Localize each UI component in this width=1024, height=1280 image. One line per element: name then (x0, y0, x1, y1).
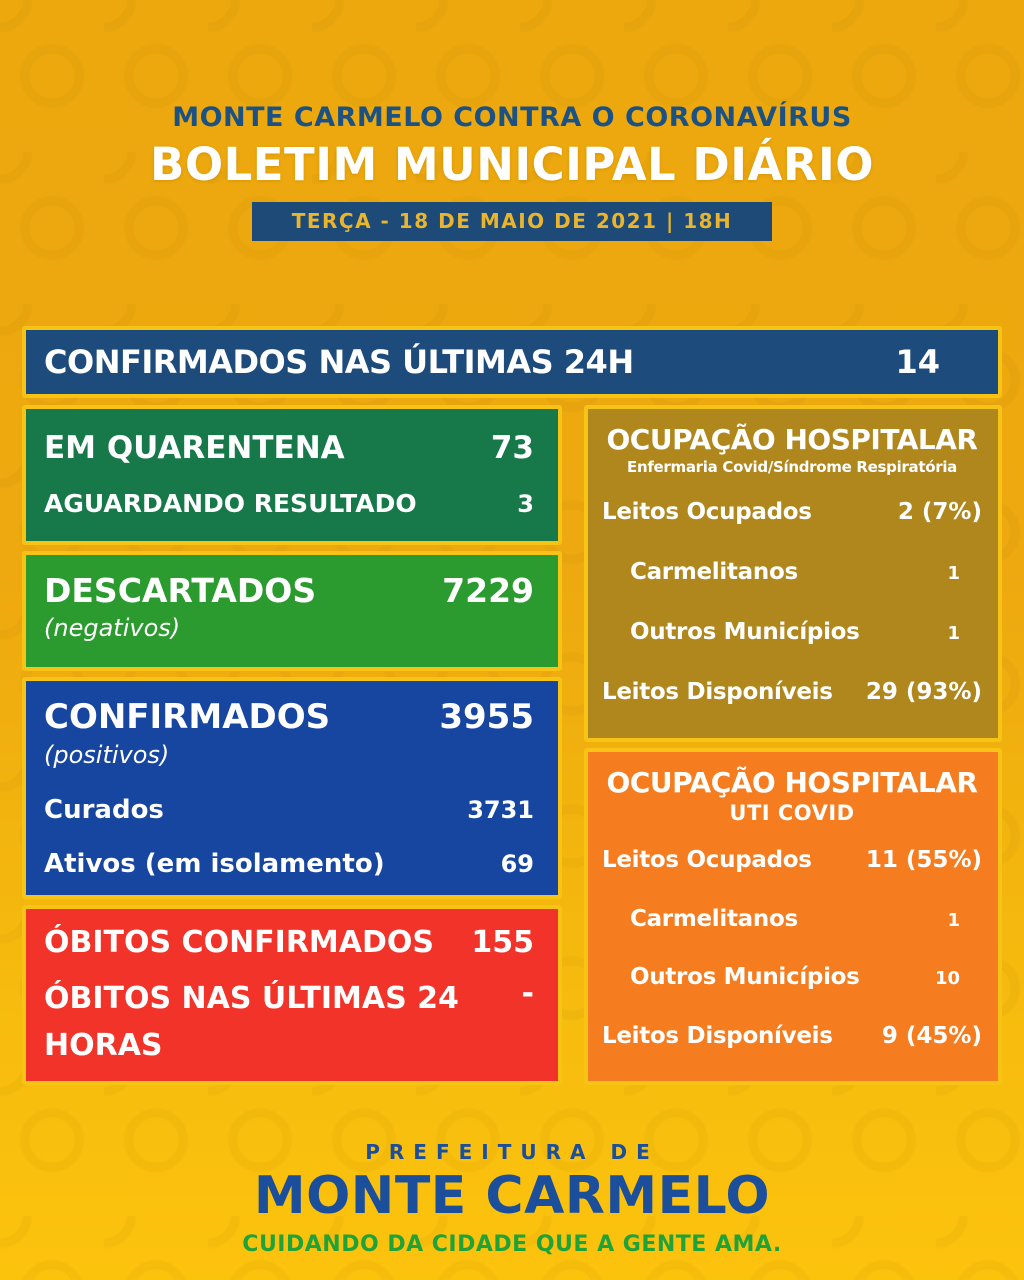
icu-subtitle: UTI COVID (729, 801, 855, 825)
awaiting-result-row: AGUARDANDO RESULTADO 3 (44, 489, 534, 518)
quarantine-row: EM QUARENTENA 73 (44, 430, 534, 466)
deaths-confirmed-label: ÓBITOS CONFIRMADOS (44, 925, 435, 960)
confirmed-box: CONFIRMADOS 3955 (positivos) Curados 373… (22, 677, 562, 899)
confirmed-24h-value: 14 (895, 343, 940, 381)
ward-local-row: Carmelitanos 1 (602, 559, 982, 585)
icu-occupied-label: Leitos Ocupados (602, 847, 812, 874)
hospital-ward-box: OCUPAÇÃO HOSPITALAR Enfermaria Covid/Sín… (584, 405, 1002, 742)
active-value: 69 (500, 850, 534, 878)
active-row: Ativos (em isolamento) 69 (44, 849, 534, 879)
deaths-confirmed-value: 155 (471, 925, 534, 960)
ward-other-row: Outros Municípios 1 (602, 619, 982, 645)
discarded-box: DESCARTADOS 7229 (negativos) (22, 551, 562, 671)
icu-available-label: Leitos Disponíveis (602, 1022, 833, 1049)
icu-other-label: Outros Municípios (630, 964, 860, 991)
discarded-row: DESCARTADOS 7229 (44, 571, 534, 610)
icu-other-row: Outros Municípios 10 (602, 964, 982, 990)
discarded-label: DESCARTADOS (44, 571, 317, 610)
ward-subtitle: Enfermaria Covid/Síndrome Respiratória (627, 458, 957, 476)
right-column: OCUPAÇÃO HOSPITALAR Enfermaria Covid/Sín… (584, 405, 1002, 1085)
prefecture-logo-title: MONTE CARMELO (253, 1166, 771, 1226)
cured-value: 3731 (467, 796, 534, 824)
confirmed-sublabel: (positivos) (44, 741, 170, 769)
ward-other-label: Outros Municípios (630, 619, 860, 645)
quarantine-label: EM QUARENTENA (44, 430, 345, 467)
deaths-24h-label: ÓBITOS NAS ÚLTIMAS 24 HORAS (44, 981, 459, 1063)
deaths-confirmed-row: ÓBITOS CONFIRMADOS 155 (44, 925, 534, 960)
quarantine-box: EM QUARENTENA 73 AGUARDANDO RESULTADO 3 (22, 405, 562, 545)
icu-occupied-value: 11 (55%) (865, 847, 982, 874)
cured-label: Curados (44, 795, 164, 825)
quarantine-value: 73 (490, 430, 534, 467)
icu-occupied-row: Leitos Ocupados 11 (55%) (602, 847, 982, 873)
confirmed-breakdown: Curados 3731 Ativos (em isolamento) 69 (44, 795, 534, 879)
awaiting-result-label: AGUARDANDO RESULTADO (44, 488, 417, 518)
icu-box: OCUPAÇÃO HOSPITALAR UTI COVID Leitos Ocu… (584, 748, 1002, 1085)
icu-local-value: 1 (947, 909, 960, 931)
prefecture-pretitle: PREFEITURA DE (365, 1140, 659, 1164)
icu-other-value: 10 (934, 968, 960, 990)
deaths-box: ÓBITOS CONFIRMADOS 155 ÓBITOS NAS ÚLTIMA… (22, 905, 562, 1085)
confirmed-value: 3955 (439, 697, 534, 737)
ward-available-value: 29 (93%) (865, 679, 982, 705)
left-column: EM QUARENTENA 73 AGUARDANDO RESULTADO 3 … (22, 405, 562, 1085)
cured-row: Curados 3731 (44, 795, 534, 825)
ward-local-value: 1 (947, 563, 960, 584)
deaths-24h-row: ÓBITOS NAS ÚLTIMAS 24 HORAS - (44, 976, 534, 1069)
footer: PREFEITURA DE MONTE CARMELO CUIDANDO DA … (0, 1140, 1024, 1257)
ward-rows: Leitos Ocupados 2 (7%) Carmelitanos 1 Ou… (602, 482, 982, 722)
ward-occupied-value: 2 (7%) (897, 499, 982, 525)
deaths-24h-value: - (521, 976, 534, 1011)
icu-available-row: Leitos Disponíveis 9 (45%) (602, 1023, 982, 1049)
confirmed-total-row: CONFIRMADOS 3955 (44, 697, 534, 737)
header: MONTE CARMELO CONTRA O CORONAVÍRUS BOLET… (0, 0, 1024, 241)
ward-title: OCUPAÇÃO HOSPITALAR (606, 423, 979, 456)
icu-local-label: Carmelitanos (630, 905, 798, 932)
ward-local-label: Carmelitanos (630, 559, 798, 585)
confirmed-label: CONFIRMADOS (44, 697, 331, 737)
stats-columns: EM QUARENTENA 73 AGUARDANDO RESULTADO 3 … (22, 405, 1002, 1085)
discarded-value: 7229 (442, 571, 534, 610)
ward-occupied-label: Leitos Ocupados (602, 499, 812, 525)
page-title: BOLETIM MUNICIPAL DIÁRIO (150, 138, 874, 191)
active-label: Ativos (em isolamento) (44, 849, 385, 879)
ward-available-row: Leitos Disponíveis 29 (93%) (602, 679, 982, 705)
prefecture-slogan: CUIDANDO DA CIDADE QUE A GENTE AMA. (242, 1232, 782, 1257)
stats-content: CONFIRMADOS NAS ÚLTIMAS 24H 14 EM QUAREN… (22, 326, 1002, 1085)
discarded-sublabel: (negativos) (44, 614, 181, 642)
date-badge: TERÇA - 18 DE MAIO DE 2021 | 18H (251, 202, 773, 241)
ward-other-value: 1 (947, 623, 960, 644)
confirmed-24h-label: CONFIRMADOS NAS ÚLTIMAS 24H (44, 343, 634, 381)
awaiting-result-value: 3 (517, 489, 534, 518)
ward-available-label: Leitos Disponíveis (602, 679, 833, 705)
icu-available-value: 9 (45%) (881, 1022, 982, 1049)
campaign-subtitle: MONTE CARMELO CONTRA O CORONAVÍRUS (172, 102, 852, 133)
icu-local-row: Carmelitanos 1 (602, 906, 982, 932)
icu-title: OCUPAÇÃO HOSPITALAR (606, 766, 979, 799)
icu-rows: Leitos Ocupados 11 (55%) Carmelitanos 1 … (602, 831, 982, 1065)
confirmed-24h-bar: CONFIRMADOS NAS ÚLTIMAS 24H 14 (22, 326, 1002, 398)
ward-occupied-row: Leitos Ocupados 2 (7%) (602, 499, 982, 525)
